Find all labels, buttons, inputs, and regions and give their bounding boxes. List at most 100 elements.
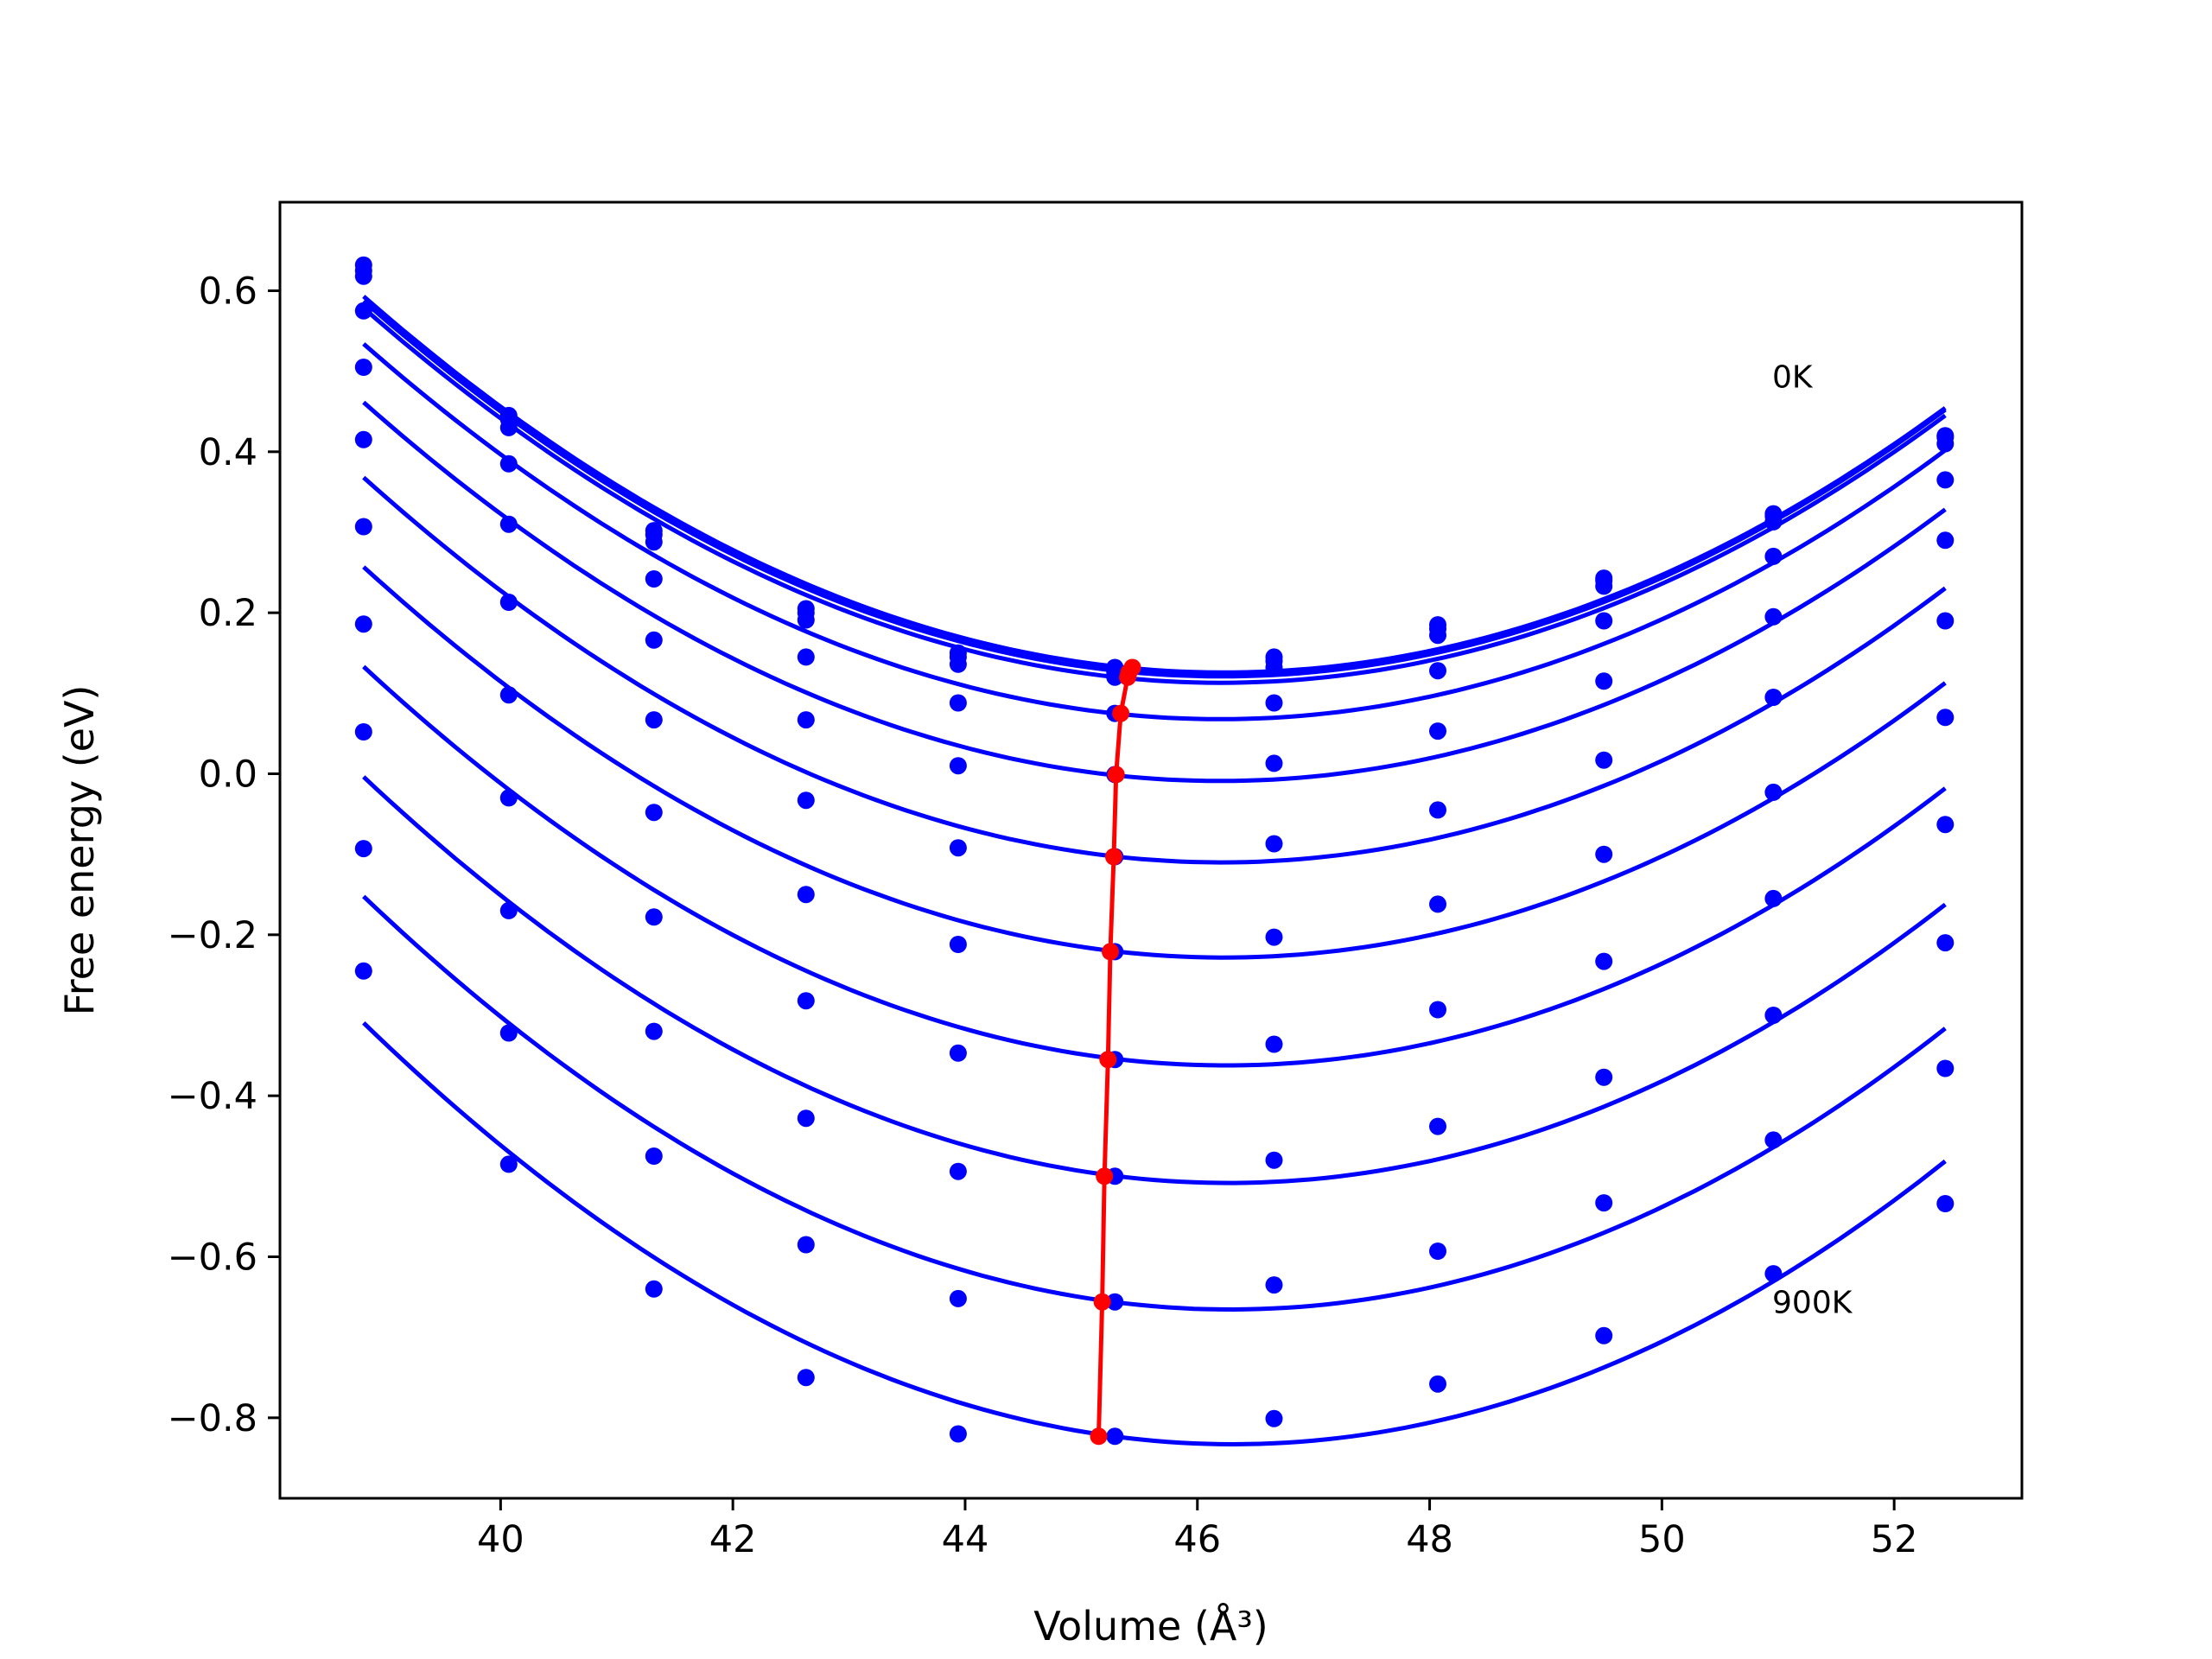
data-point <box>1764 547 1783 565</box>
data-point <box>1595 751 1613 769</box>
curve-3 <box>362 342 1947 721</box>
y-tick-label: −0.4 <box>168 1075 257 1118</box>
y-tick-label: −0.2 <box>168 914 257 957</box>
data-point <box>1936 816 1955 834</box>
data-point <box>797 1236 815 1254</box>
y-axis-ticks: −0.8 −0.6 −0.4 −0.2 0.0 0.2 0.4 0.6 <box>168 270 280 1440</box>
data-point <box>949 1162 967 1180</box>
minimum-point <box>1102 943 1119 961</box>
y-tick-label: 0.0 <box>199 753 257 796</box>
data-point <box>1936 934 1955 952</box>
minimum-point <box>1099 1051 1117 1069</box>
data-point <box>645 804 663 822</box>
x-tick-label: 46 <box>1173 1518 1221 1561</box>
data-point <box>1265 754 1283 772</box>
data-point <box>797 1109 815 1128</box>
curve-annotation: 900K <box>1772 1286 1853 1321</box>
data-point <box>949 694 967 712</box>
data-point <box>354 723 372 741</box>
data-point <box>1764 1007 1783 1024</box>
data-point <box>1764 889 1783 907</box>
data-point <box>949 655 967 673</box>
data-point <box>797 611 815 629</box>
data-point <box>1429 1375 1446 1393</box>
data-point <box>645 908 663 926</box>
curve-2 <box>362 306 1947 685</box>
x-axis-ticks: 40 42 44 46 48 50 52 <box>477 1498 1918 1561</box>
minimum-point <box>1112 704 1130 722</box>
data-point <box>1936 612 1955 630</box>
x-tick-label: 52 <box>1871 1518 1918 1561</box>
data-point <box>354 962 372 980</box>
data-point <box>499 454 518 473</box>
data-point <box>1429 662 1446 680</box>
curve-4 <box>362 400 1947 784</box>
data-point <box>797 791 815 810</box>
data-point <box>499 686 518 704</box>
data-point <box>949 1289 967 1307</box>
data-point <box>1764 512 1783 531</box>
data-point <box>1265 1151 1283 1169</box>
data-point <box>354 359 372 376</box>
data-point <box>1936 435 1955 453</box>
data-point <box>797 886 815 904</box>
curve-8 <box>362 775 1947 1185</box>
data-point <box>1265 835 1283 853</box>
data-point <box>797 992 815 1010</box>
data-point <box>645 533 663 551</box>
x-tick-label: 50 <box>1638 1518 1686 1561</box>
data-point <box>499 418 518 436</box>
data-point <box>354 615 372 633</box>
data-point <box>949 1425 967 1443</box>
data-point <box>1595 672 1613 690</box>
data-point <box>1429 626 1446 645</box>
x-tick-label: 48 <box>1406 1518 1453 1561</box>
minimum-point <box>1093 1293 1111 1311</box>
y-tick-label: 0.6 <box>199 270 257 313</box>
data-point <box>1595 612 1613 630</box>
curve-1 <box>362 299 1947 679</box>
data-point <box>1595 1068 1613 1086</box>
data-point <box>1595 845 1613 863</box>
data-point <box>949 757 967 775</box>
x-tick-label: 42 <box>709 1518 757 1561</box>
data-point <box>354 430 372 448</box>
data-point <box>1265 1409 1283 1427</box>
data-point <box>499 1024 518 1042</box>
data-point <box>949 839 967 857</box>
minimum-point <box>1096 1167 1114 1185</box>
data-point <box>1936 471 1955 489</box>
data-point <box>499 594 518 611</box>
data-point <box>1764 607 1783 626</box>
data-point <box>354 267 372 285</box>
data-point <box>645 631 663 649</box>
minima-line <box>1090 658 1141 1446</box>
data-point <box>1595 577 1613 595</box>
y-tick-label: 0.2 <box>199 592 257 635</box>
curve-5 <box>362 475 1947 865</box>
data-point <box>1595 1326 1613 1344</box>
curve-0 <box>362 295 1947 675</box>
data-point <box>645 711 663 729</box>
curve-9 <box>362 894 1947 1313</box>
data-point <box>499 901 518 919</box>
data-point <box>1429 722 1446 741</box>
annotations: 0K 900K <box>1772 359 1853 1320</box>
data-point <box>499 1155 518 1173</box>
data-point <box>1106 1427 1124 1446</box>
data-point <box>1429 895 1446 913</box>
minimum-point <box>1107 766 1125 784</box>
minimum-point <box>1119 668 1137 686</box>
x-tick-label: 40 <box>477 1518 524 1561</box>
data-point <box>645 1022 663 1040</box>
data-point <box>1429 1243 1446 1260</box>
data-point <box>1265 1035 1283 1053</box>
data-point <box>797 1369 815 1387</box>
data-point <box>1936 531 1955 550</box>
data-point <box>1764 783 1783 801</box>
data-points <box>354 256 1955 1446</box>
data-point <box>1936 709 1955 727</box>
data-point <box>1764 689 1783 706</box>
curve-10 <box>362 1020 1947 1447</box>
data-point <box>1106 1293 1124 1311</box>
